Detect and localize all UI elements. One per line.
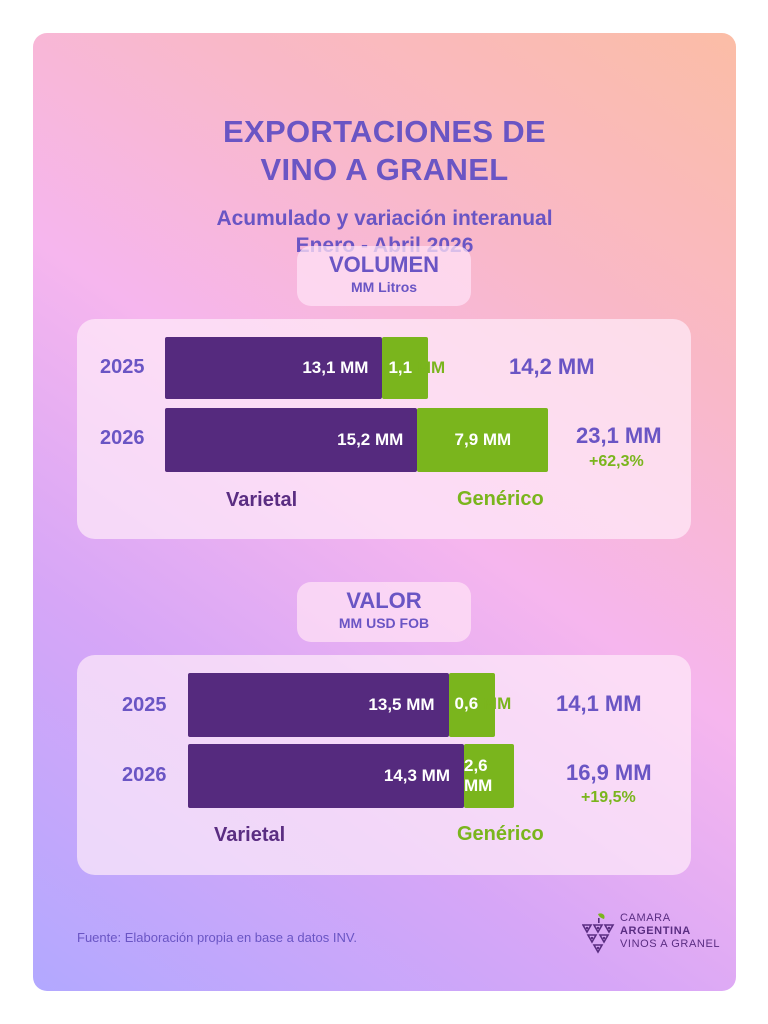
valor-2025-total: 14,1 MM [556, 691, 642, 716]
valor-2026-total: 16,9 MM [566, 760, 652, 785]
volumen-unit: MM Litros [350, 279, 418, 295]
title-line-1: EXPORTACIONES DE [223, 114, 546, 149]
volumen-legend-generico: Genérico [457, 488, 544, 510]
valor-2026-varietal-bar: 14,3 MM [188, 744, 464, 808]
volumen-2025-generico-label: 1,1 MM [388, 358, 445, 378]
valor-legend-varietal: Varietal [214, 824, 286, 846]
valor-unit: MM USD FOB [338, 615, 430, 631]
volumen-year-2026: 2026 [100, 427, 145, 449]
source-note: Fuente: Elaboración propia en base a dat… [77, 930, 357, 945]
valor-title: VALOR [346, 588, 422, 613]
volumen-title: VOLUMEN [329, 252, 439, 277]
volumen-2025-generico-number: 1,1 [388, 358, 413, 377]
logo-line-2: ARGENTINA [620, 925, 691, 937]
valor-2026-generico-label: 2,6 MM [463, 756, 493, 795]
volumen-2026-generico-bar: 7,9 MM [417, 408, 549, 472]
valor-2025-varietal-label: 13,5 MM [368, 695, 435, 714]
valor-2025-generico-bar [448, 673, 495, 737]
title-line-2: VINO A GRANEL [260, 152, 509, 187]
valor-variation: +19,5% [581, 789, 636, 806]
volumen-heading: VOLUMEN MM Litros [297, 246, 471, 306]
valor-2025-generico-number: 0,6 [454, 694, 479, 713]
volumen-year-2025: 2025 [100, 356, 145, 378]
volumen-legend-varietal: Varietal [226, 489, 298, 511]
infographic-card: EXPORTACIONES DE VINO A GRANEL Acumulado… [33, 33, 736, 991]
volumen-2025-generico-bar [382, 337, 429, 399]
volumen-2026-total: 23,1 MM [576, 423, 662, 448]
volumen-2026-varietal-label: 15,2 MM [337, 430, 404, 449]
volumen-2025-varietal-label: 13,1 MM [302, 358, 369, 377]
valor-year-2026: 2026 [122, 764, 167, 786]
volumen-2025-varietal-bar: 13,1 MM [165, 337, 383, 399]
volumen-2025-total: 14,2 MM [509, 354, 595, 379]
logo-line-1: CAMARA [620, 912, 671, 924]
volumen-variation: +62,3% [589, 453, 644, 470]
page-title: EXPORTACIONES DE VINO A GRANEL [33, 113, 736, 189]
valor-heading: VALOR MM USD FOB [297, 582, 471, 642]
grape-logo-icon [581, 913, 615, 954]
valor-2026-varietal-label: 14,3 MM [383, 766, 450, 785]
volumen-2025-generico-unit: MM [416, 358, 446, 377]
logo-text: CAMARA ARGENTINA VINOS A GRANEL [620, 912, 720, 951]
valor-2025-varietal-bar: 13,5 MM [188, 673, 449, 737]
valor-2025-generico-unit: MM [482, 694, 512, 713]
volumen-2026-varietal-bar: 15,2 MM [165, 408, 418, 472]
volumen-2026-generico-label: 7,9 MM [454, 430, 512, 449]
logo-line-3: VINOS A GRANEL [620, 938, 721, 950]
valor-2026-generico-bar: 2,6 MM [463, 744, 515, 808]
valor-2025-generico-label: 0,6 MM [455, 694, 512, 714]
valor-legend-generico: Genérico [457, 823, 544, 845]
valor-year-2025: 2025 [122, 694, 167, 716]
subtitle-line-1: Acumulado y variación interanual [216, 207, 553, 230]
camara-logo: CAMARA ARGENTINA VINOS A GRANEL [581, 912, 720, 968]
